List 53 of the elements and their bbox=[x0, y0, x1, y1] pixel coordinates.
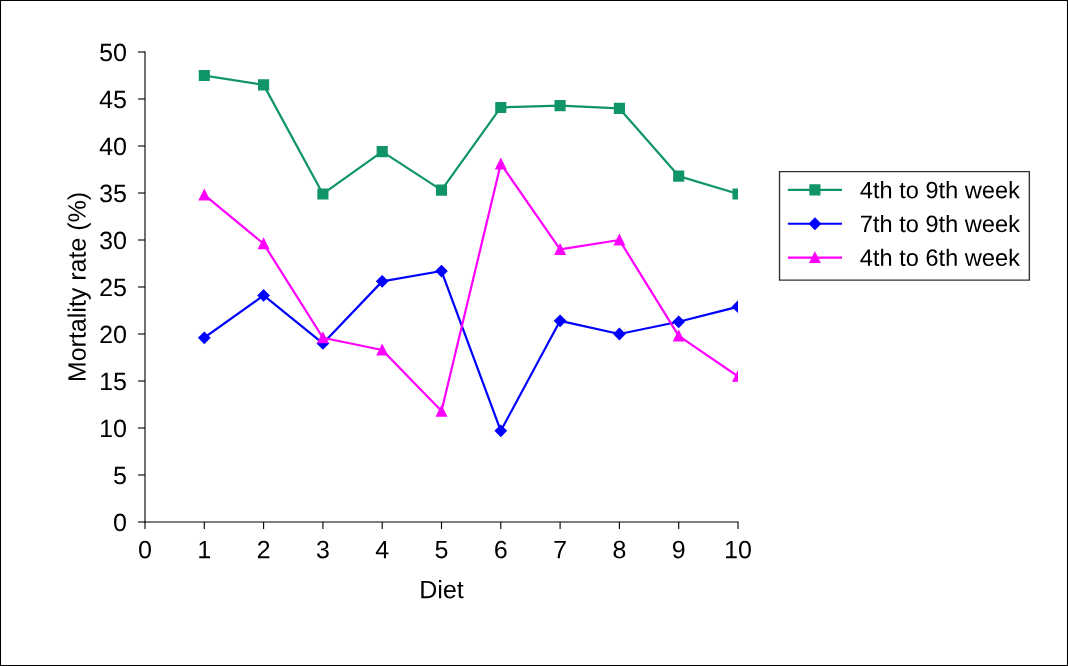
point bbox=[198, 69, 210, 82]
y-tick-label: 35 bbox=[100, 184, 126, 203]
point bbox=[198, 331, 211, 344]
legend-label: 4th to 9th week bbox=[860, 181, 1020, 199]
point bbox=[376, 275, 389, 288]
x-axis-title: Diet bbox=[421, 580, 464, 599]
point bbox=[376, 146, 388, 158]
point bbox=[613, 234, 625, 246]
x-tick-label: 9 bbox=[672, 540, 685, 559]
point bbox=[494, 424, 507, 437]
point bbox=[317, 188, 329, 200]
y-axis-title: Mortality rate (%) bbox=[67, 193, 91, 381]
point bbox=[435, 184, 448, 196]
x-tick-label: 4 bbox=[375, 540, 389, 559]
point bbox=[376, 344, 388, 356]
point bbox=[613, 327, 626, 341]
point bbox=[495, 101, 507, 114]
point bbox=[258, 79, 270, 91]
point bbox=[673, 330, 685, 342]
point bbox=[554, 100, 566, 112]
point bbox=[495, 158, 507, 170]
y-tick-label: 25 bbox=[100, 278, 126, 297]
y-tick-label: 45 bbox=[99, 90, 126, 109]
y-tick-label: 30 bbox=[100, 231, 126, 250]
point bbox=[672, 315, 685, 328]
legend-label: 7th to 9th week bbox=[861, 214, 1020, 233]
point bbox=[317, 332, 329, 344]
y-tick-label: 20 bbox=[100, 325, 126, 344]
point bbox=[258, 238, 270, 250]
x-tick-label: 1 bbox=[199, 540, 211, 559]
point bbox=[198, 189, 210, 201]
legend-label: 4th to 6th week bbox=[860, 248, 1020, 267]
x-tick-label: 8 bbox=[613, 540, 626, 559]
point bbox=[554, 243, 566, 255]
y-tick-label: 15 bbox=[101, 372, 126, 391]
y-tick-label: 10 bbox=[101, 419, 126, 438]
x-tick-label: 10 bbox=[726, 540, 751, 559]
point bbox=[257, 289, 270, 302]
x-tick-label: 5 bbox=[435, 540, 448, 559]
y-tick-label: 0 bbox=[114, 513, 126, 532]
y-tick-label: 50 bbox=[100, 43, 126, 62]
x-tick-label: 7 bbox=[554, 540, 566, 559]
x-tick-label: 6 bbox=[495, 540, 507, 559]
x-tick-label: 0 bbox=[139, 540, 151, 559]
y-tick-label: 5 bbox=[114, 466, 126, 485]
y-tick-label: 40 bbox=[99, 137, 126, 156]
point bbox=[435, 405, 448, 417]
x-tick-label: 2 bbox=[257, 540, 270, 559]
point bbox=[673, 170, 685, 182]
x-tick-label: 3 bbox=[316, 540, 329, 559]
point bbox=[613, 102, 625, 114]
point bbox=[435, 264, 448, 278]
point bbox=[554, 314, 567, 327]
